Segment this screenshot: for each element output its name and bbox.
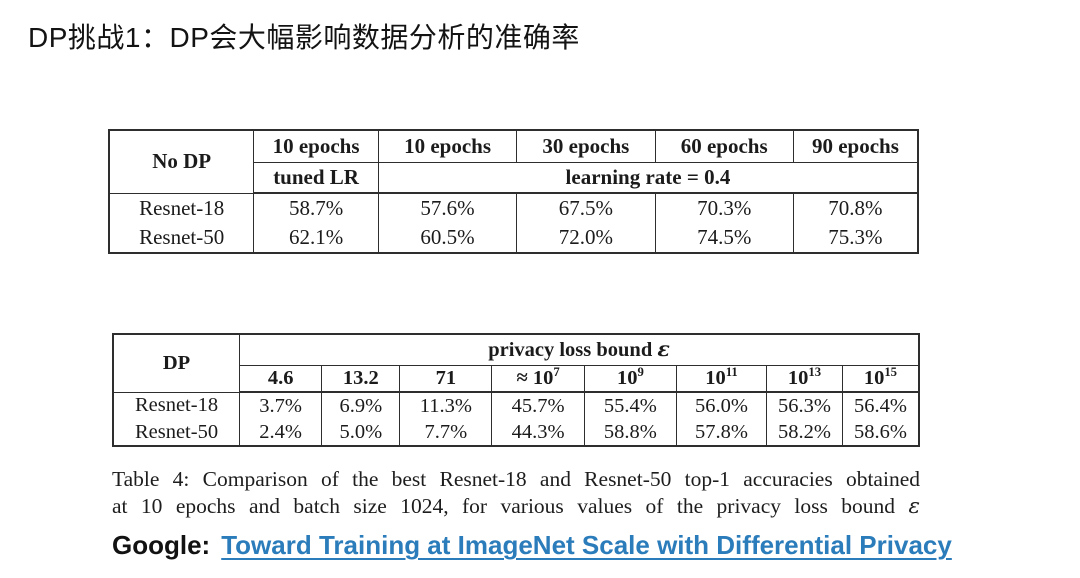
accuracy-cell: 5.0%	[321, 419, 401, 446]
epsilon-symbol: ε	[908, 494, 921, 519]
epsilon-value-header: 13.2	[321, 365, 401, 393]
accuracy-cell: 44.3%	[491, 419, 585, 446]
learning-rate-header: learning rate = 0.4	[377, 162, 919, 194]
no-dp-corner-header: No DP	[108, 130, 255, 194]
no-dp-header-row-1: No DP 10 epochs 10 epochs 30 epochs 60 e…	[108, 130, 919, 194]
epoch-header-cell: 10 epochs	[377, 130, 518, 163]
table-row: Resnet-18 58.7% 57.6% 67.5% 70.3% 70.8%	[108, 193, 919, 223]
no-dp-table: No DP 10 epochs 10 epochs 30 epochs 60 e…	[108, 129, 919, 254]
accuracy-cell: 58.8%	[583, 419, 677, 446]
dp-corner-header: DP	[112, 334, 241, 393]
accuracy-cell: 70.3%	[654, 193, 794, 223]
epsilon-symbol: ε	[657, 337, 670, 362]
dp-header-row-1: DP privacy loss bound ε	[112, 334, 920, 393]
caption-line-1: Table 4: Comparison of the best Resnet-1…	[112, 467, 920, 491]
epsilon-value-header: 1015	[841, 365, 920, 393]
accuracy-cell: 56.0%	[675, 392, 768, 419]
no-dp-header-row-2: tuned LR learning rate = 0.4	[109, 162, 919, 194]
source-line: Google: Toward Training at ImageNet Scale…	[112, 529, 972, 561]
accuracy-cell: 75.3%	[792, 223, 919, 253]
tuned-lr-header: tuned LR	[253, 162, 379, 194]
accuracy-cell: 7.7%	[399, 419, 493, 446]
accuracy-cell: 58.2%	[766, 419, 843, 446]
epsilon-value-header: 1013	[766, 365, 843, 393]
epsilon-value-header: 109	[583, 365, 677, 393]
accuracy-cell: 6.9%	[321, 392, 401, 419]
accuracy-cell: 56.3%	[766, 392, 843, 419]
dp-header-row-2: 4.6 13.2 71 ≈ 107 109 1011 1013 1015	[113, 365, 920, 393]
epsilon-value-header: 71	[399, 365, 493, 393]
epsilon-value-header: 4.6	[239, 365, 323, 393]
privacy-loss-bound-header: privacy loss bound ε	[239, 334, 920, 366]
accuracy-cell: 45.7%	[491, 392, 585, 419]
accuracy-cell: 62.1%	[253, 223, 379, 253]
epoch-header-cell: 60 epochs	[654, 130, 794, 163]
epoch-header-cell: 30 epochs	[516, 130, 656, 163]
caption-line-2: at 10 epochs and batch size 1024, for va…	[112, 494, 921, 519]
row-label: Resnet-50	[112, 419, 241, 446]
accuracy-cell: 60.5%	[377, 223, 518, 253]
table-row: Resnet-50 2.4% 5.0% 7.7% 44.3% 58.8% 57.…	[112, 419, 920, 446]
source-prefix: Google:	[112, 530, 211, 560]
row-label: Resnet-50	[108, 223, 255, 253]
epoch-header-cell: 90 epochs	[792, 130, 919, 163]
accuracy-cell: 3.7%	[239, 392, 323, 419]
accuracy-cell: 57.6%	[377, 193, 518, 223]
accuracy-cell: 72.0%	[516, 223, 656, 253]
dp-table: DP privacy loss bound ε 4.6 13.2 71 ≈ 10…	[112, 333, 920, 447]
accuracy-cell: 58.7%	[253, 193, 379, 223]
row-label: Resnet-18	[108, 193, 255, 223]
accuracy-cell: 67.5%	[516, 193, 656, 223]
source-link[interactable]: Toward Training at ImageNet Scale with D…	[221, 530, 952, 560]
table-row: Resnet-18 3.7% 6.9% 11.3% 45.7% 55.4% 56…	[112, 392, 920, 419]
epsilon-value-header: ≈ 107	[491, 365, 585, 393]
accuracy-cell: 56.4%	[841, 392, 920, 419]
accuracy-cell: 11.3%	[399, 392, 493, 419]
accuracy-cell: 57.8%	[675, 419, 768, 446]
table-caption: Table 4: Comparison of the best Resnet-1…	[112, 466, 920, 520]
table-row: Resnet-50 62.1% 60.5% 72.0% 74.5% 75.3%	[108, 223, 919, 253]
accuracy-cell: 58.6%	[841, 419, 920, 446]
accuracy-cell: 74.5%	[654, 223, 794, 253]
row-label: Resnet-18	[112, 392, 241, 419]
accuracy-cell: 55.4%	[583, 392, 677, 419]
page-title: DP挑战1：DP会大幅影响数据分析的准确率	[28, 22, 580, 53]
epsilon-value-header: 1011	[675, 365, 768, 393]
accuracy-cell: 70.8%	[792, 193, 919, 223]
accuracy-cell: 2.4%	[239, 419, 323, 446]
epoch-header-cell: 10 epochs	[253, 130, 379, 163]
